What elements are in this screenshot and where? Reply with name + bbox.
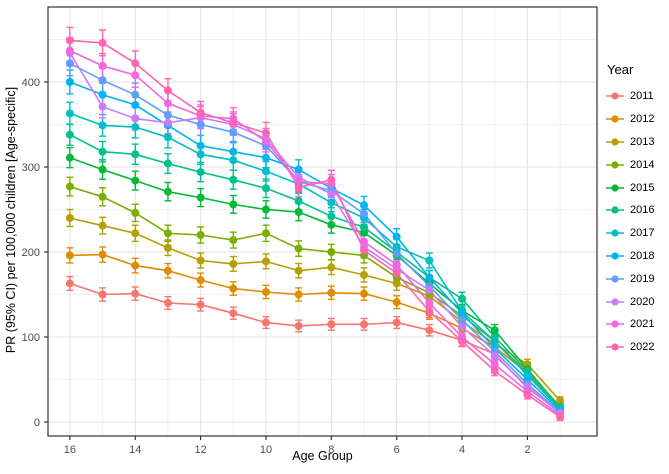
lines-layer xyxy=(69,39,561,418)
x-tick-label: 6 xyxy=(394,444,400,456)
points-layer xyxy=(65,36,565,421)
axes: 0 100 200 300 400 16 14 12 10 8 6 4 2 xyxy=(22,77,531,456)
legend-item-2014: 2014 xyxy=(605,153,669,176)
y-tick-label: 200 xyxy=(22,247,40,259)
legend-item-2019: 2019 xyxy=(605,267,669,290)
legend-item-2017: 2017 xyxy=(605,222,669,245)
legend-item-2013: 2013 xyxy=(605,131,669,154)
x-tick-label: 2 xyxy=(524,444,530,456)
legend-label: 2021 xyxy=(630,318,655,331)
line-2015 xyxy=(69,156,561,409)
line-2013 xyxy=(69,217,561,402)
legend-key-icon xyxy=(606,115,624,123)
legend-item-2020: 2020 xyxy=(605,290,669,313)
line-2017 xyxy=(69,112,561,410)
line-2016 xyxy=(69,133,561,408)
y-tick-label: 300 xyxy=(22,162,40,174)
legend-label: 2022 xyxy=(630,341,655,354)
legend-item-2018: 2018 xyxy=(605,245,669,268)
y-axis-title: PR (95% CI) per 100,000 children [Age-sp… xyxy=(4,86,18,354)
line-2018 xyxy=(69,81,561,412)
legend-label: 2016 xyxy=(630,204,655,217)
legend-key-icon xyxy=(606,320,624,328)
x-tick-label: 16 xyxy=(64,444,76,456)
legend-key-icon xyxy=(606,183,624,192)
legend-key-icon xyxy=(606,275,624,283)
legend-label: 2011 xyxy=(630,90,654,103)
x-tick-label: 8 xyxy=(328,444,334,456)
x-tick-label: 10 xyxy=(260,444,272,456)
y-tick-label: 400 xyxy=(22,77,40,89)
line-2011 xyxy=(69,282,561,413)
legend-item-2022: 2022 xyxy=(605,336,669,359)
legend-key-icon xyxy=(606,161,624,169)
line-2020 xyxy=(69,52,561,415)
legend-label: 2012 xyxy=(630,113,655,126)
legend-label: 2017 xyxy=(630,227,655,240)
legend-items: 2011 2012 2013 2014 2015 2016 2017 2018 2019 2020… xyxy=(605,85,669,359)
legend-item-2011: 2011 xyxy=(605,85,669,108)
legend-label: 2018 xyxy=(630,249,655,262)
legend-item-2015: 2015 xyxy=(605,176,669,199)
y-tick-label: 100 xyxy=(22,332,40,344)
legend-label: 2019 xyxy=(630,272,655,285)
legend-label: 2014 xyxy=(630,158,655,171)
legend-label: 2020 xyxy=(630,295,655,308)
legend-item-2016: 2016 xyxy=(605,199,669,222)
legend-item-2021: 2021 xyxy=(605,313,669,336)
points-2022 xyxy=(65,36,565,421)
legend-key-icon xyxy=(606,229,624,237)
legend-key-icon xyxy=(606,92,624,100)
line-2021 xyxy=(69,49,561,416)
x-tick-label: 4 xyxy=(459,444,465,456)
x-axis-title: Age Group xyxy=(292,449,353,463)
legend: Year 2011 2012 2013 2014 2015 2016 2017 2018 201… xyxy=(605,62,669,359)
x-tick-label: 12 xyxy=(194,444,206,456)
line-2022 xyxy=(69,39,561,418)
legend-label: 2013 xyxy=(630,135,655,148)
legend-item-2012: 2012 xyxy=(605,108,669,131)
legend-key-icon xyxy=(606,206,624,214)
legend-key-icon xyxy=(606,252,624,260)
legend-title: Year xyxy=(607,62,634,77)
legend-label: 2015 xyxy=(630,181,655,194)
legend-key-icon xyxy=(606,297,624,306)
line-2012 xyxy=(69,253,561,408)
x-tick-label: 14 xyxy=(129,444,141,456)
y-tick-label: 0 xyxy=(34,417,40,429)
panel-border xyxy=(47,6,598,437)
line-2014 xyxy=(69,185,561,410)
legend-key-icon xyxy=(606,138,624,146)
legend-key-icon xyxy=(606,343,624,351)
